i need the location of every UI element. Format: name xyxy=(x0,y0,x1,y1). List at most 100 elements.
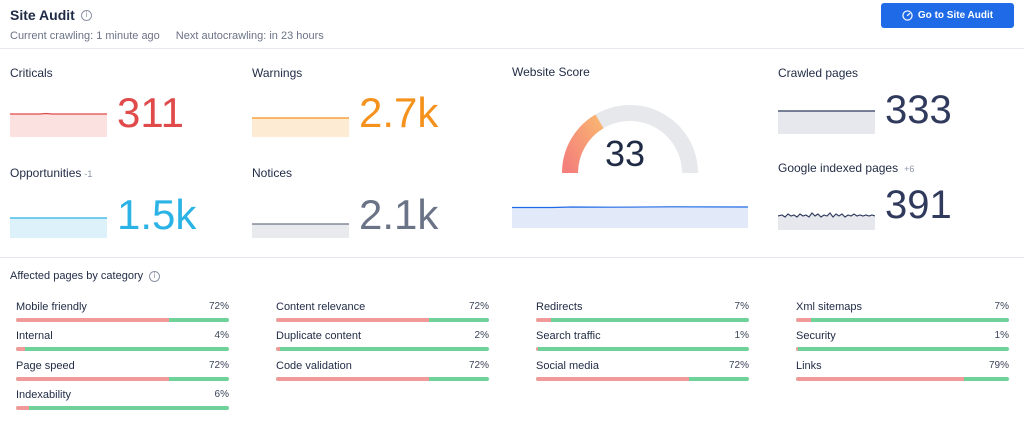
opportunities-card[interactable]: Opportunities -1 1.5k xyxy=(0,150,240,250)
category-progress-fill xyxy=(536,318,551,322)
go-button-label: Go to Site Audit xyxy=(917,10,994,21)
category-item[interactable]: Page speed 72% xyxy=(16,360,229,384)
categories-title-row: Affected pages by category i xyxy=(10,270,161,282)
category-progress-bar xyxy=(16,406,229,410)
crawled-pages-value: 333 xyxy=(885,88,952,132)
warnings-label: Warnings xyxy=(252,66,303,80)
criticals-card[interactable]: Criticals 311 xyxy=(0,50,240,150)
category-progress-fill xyxy=(16,406,29,410)
criticals-sparkline xyxy=(10,112,107,137)
warnings-sparkline xyxy=(252,117,349,137)
google-indexed-sparkline xyxy=(778,212,875,230)
category-name: Code validation xyxy=(276,360,352,372)
page-title: Site Audit xyxy=(10,7,75,23)
category-progress-fill xyxy=(536,347,539,351)
notices-sparkline xyxy=(252,223,349,238)
category-progress-fill xyxy=(16,318,170,322)
criticals-label: Criticals xyxy=(10,66,53,80)
google-indexed-label: Google indexed pages +6 xyxy=(778,161,914,175)
category-item[interactable]: Links 79% xyxy=(796,360,1009,384)
category-name: Content relevance xyxy=(276,301,366,313)
notices-label: Notices xyxy=(252,166,293,180)
category-percent: 1% xyxy=(994,330,1009,341)
category-progress-bar xyxy=(796,318,1009,322)
criticals-value: 311 xyxy=(117,89,184,136)
category-name: Page speed xyxy=(16,360,75,372)
category-item[interactable]: Content relevance 72% xyxy=(276,301,489,325)
info-icon[interactable]: i xyxy=(149,270,161,282)
category-name: Mobile friendly xyxy=(16,301,87,313)
category-percent: 72% xyxy=(468,360,489,371)
category-percent: 72% xyxy=(468,301,489,312)
category-progress-bar xyxy=(16,377,229,381)
category-progress-bar xyxy=(276,347,489,351)
gauge-fill xyxy=(562,114,604,174)
category-percent: 72% xyxy=(728,360,749,371)
category-item[interactable]: Duplicate content 2% xyxy=(276,330,489,354)
category-item[interactable]: Redirects 7% xyxy=(536,301,749,325)
category-progress-bar xyxy=(796,347,1009,351)
category-progress-bar xyxy=(536,318,749,322)
category-item[interactable]: Search traffic 1% xyxy=(536,330,749,354)
category-percent: 72% xyxy=(208,360,229,371)
categories-title: Affected pages by category xyxy=(10,270,144,282)
category-progress-bar xyxy=(796,377,1009,381)
category-progress-bar xyxy=(276,318,489,322)
category-name: Security xyxy=(796,330,836,342)
category-percent: 79% xyxy=(988,360,1009,371)
category-progress-fill xyxy=(796,347,799,351)
category-progress-fill xyxy=(16,377,170,381)
opportunities-delta: -1 xyxy=(84,169,93,179)
google-indexed-delta: +6 xyxy=(904,164,915,174)
website-score-label: Website Score xyxy=(512,65,590,79)
current-crawling-text: Current crawling: 1 minute ago xyxy=(10,30,160,42)
section-divider xyxy=(0,257,1024,258)
category-item[interactable]: Social media 72% xyxy=(536,360,749,384)
info-icon[interactable]: i xyxy=(80,9,92,21)
category-item[interactable]: Security 1% xyxy=(796,330,1009,354)
category-item[interactable]: Mobile friendly 72% xyxy=(16,301,229,325)
title-row: Site Audit i xyxy=(10,7,92,23)
category-progress-fill xyxy=(276,347,281,351)
go-to-site-audit-button[interactable]: Go to Site Audit xyxy=(881,3,1014,28)
crawled-pages-card[interactable]: Crawled pages 333 xyxy=(768,50,1024,150)
category-progress-fill xyxy=(796,318,811,322)
category-name: Links xyxy=(796,360,822,372)
category-name: Xml sitemaps xyxy=(796,301,863,313)
crawled-pages-label: Crawled pages xyxy=(778,66,859,80)
website-score-sparkline xyxy=(512,206,748,228)
website-score-value: 33 xyxy=(605,133,646,174)
notices-card[interactable]: Notices 2.1k xyxy=(242,150,492,250)
category-name: Search traffic xyxy=(536,330,601,342)
category-progress-fill xyxy=(796,377,965,381)
website-score-card[interactable]: Website Score 33 xyxy=(502,50,758,250)
category-progress-bar xyxy=(536,377,749,381)
category-percent: 4% xyxy=(214,330,229,341)
opportunities-value: 1.5k xyxy=(117,191,197,238)
category-progress-bar xyxy=(276,377,489,381)
category-name: Redirects xyxy=(536,301,583,313)
category-name: Social media xyxy=(536,360,599,372)
warnings-value: 2.7k xyxy=(359,89,439,136)
notices-value: 2.1k xyxy=(359,191,439,238)
category-percent: 6% xyxy=(214,389,229,400)
category-item[interactable]: Indexability 6% xyxy=(16,389,229,413)
google-indexed-value: 391 xyxy=(885,183,952,227)
warnings-card[interactable]: Warnings 2.7k xyxy=(242,50,492,150)
category-progress-bar xyxy=(16,347,229,351)
category-item[interactable]: Internal 4% xyxy=(16,330,229,354)
google-indexed-card[interactable]: Google indexed pages +6 391 xyxy=(768,150,1024,250)
header: Site Audit i Current crawling: 1 minute … xyxy=(0,0,1024,49)
category-progress-fill xyxy=(276,377,430,381)
category-item[interactable]: Xml sitemaps 7% xyxy=(796,301,1009,325)
google-indexed-label-text: Google indexed pages xyxy=(778,161,899,175)
category-percent: 7% xyxy=(734,301,749,312)
category-item[interactable]: Code validation 72% xyxy=(276,360,489,384)
category-name: Internal xyxy=(16,330,53,342)
category-progress-fill xyxy=(276,318,430,322)
category-progress-fill xyxy=(16,347,25,351)
gauge-icon xyxy=(902,10,913,21)
opportunities-label-text: Opportunities xyxy=(10,166,82,180)
crawled-pages-sparkline xyxy=(778,110,875,134)
category-name: Duplicate content xyxy=(276,330,361,342)
